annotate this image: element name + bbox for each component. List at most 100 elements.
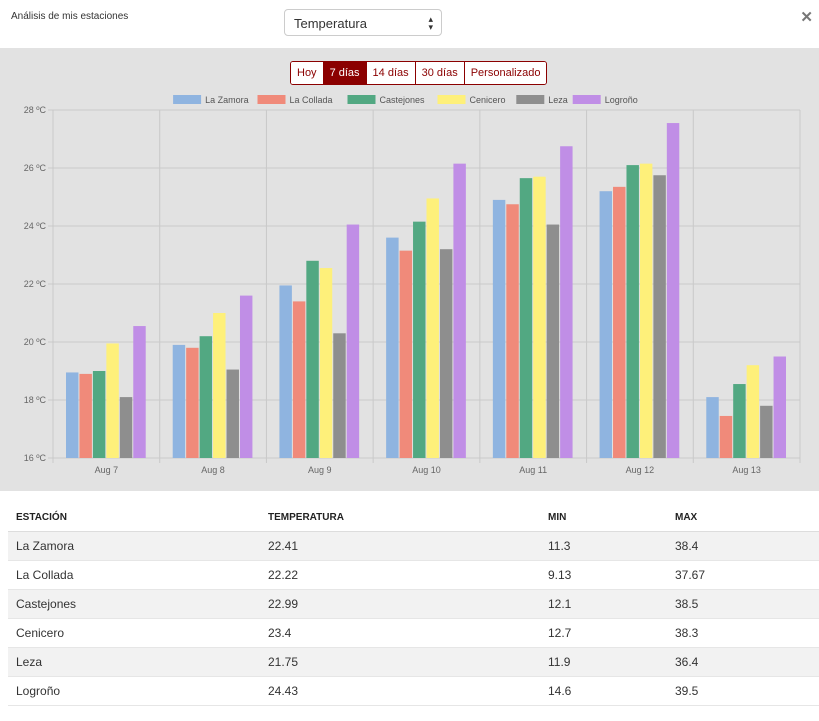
bar xyxy=(213,313,226,458)
metric-select-value: Temperatura xyxy=(294,16,367,31)
cell-max: 36.4 xyxy=(667,647,819,677)
y-tick-label: 16 ºC xyxy=(24,453,47,463)
bar xyxy=(199,336,213,458)
bar xyxy=(706,397,719,458)
column-header-estacion[interactable]: ESTACIÓN xyxy=(8,503,260,532)
cell-station: Logroño xyxy=(8,676,260,706)
header: Análisis de mis estaciones Temperatura ▴… xyxy=(0,0,819,48)
cell-station: La Zamora xyxy=(8,531,260,561)
cell-temperature: 22.99 xyxy=(260,589,540,619)
cell-temperature: 22.41 xyxy=(260,531,540,561)
bar xyxy=(639,163,653,458)
bar xyxy=(306,260,319,458)
bar xyxy=(66,372,79,458)
table-header-row: ESTACIÓN TEMPERATURA MIN MAX xyxy=(8,503,819,532)
stations-table: ESTACIÓN TEMPERATURA MIN MAX La Zamora 2… xyxy=(8,503,819,706)
bar xyxy=(519,178,533,458)
cell-station: La Collada xyxy=(8,560,260,590)
column-header-temperatura[interactable]: TEMPERATURA xyxy=(260,503,540,532)
cell-station: Leza xyxy=(8,647,260,677)
cell-min: 12.7 xyxy=(540,618,667,648)
cell-max: 38.5 xyxy=(667,589,819,619)
bar xyxy=(319,268,333,458)
cell-min: 12.1 xyxy=(540,589,667,619)
bar xyxy=(346,224,360,458)
bar xyxy=(773,356,786,458)
bar xyxy=(453,163,466,458)
legend-swatch xyxy=(516,95,545,104)
legend-swatch xyxy=(257,95,286,104)
cell-station: Cenicero xyxy=(8,618,260,648)
range-button-personalizado[interactable]: Personalizado xyxy=(463,62,547,84)
table-row: Leza 21.75 11.9 36.4 xyxy=(8,647,819,677)
y-tick-label: 18 ºC xyxy=(24,395,47,405)
bar xyxy=(92,371,106,458)
cell-max: 38.3 xyxy=(667,618,819,648)
range-button-14-dias[interactable]: 14 días xyxy=(365,62,415,84)
x-tick-label: Aug 13 xyxy=(732,465,761,475)
metric-select[interactable]: Temperatura ▴ ▾ xyxy=(284,9,442,36)
legend-swatch xyxy=(173,95,202,104)
legend-label: Castejones xyxy=(380,95,426,105)
bar xyxy=(186,347,199,458)
y-tick-label: 22 ºC xyxy=(24,279,47,289)
bar xyxy=(413,221,426,458)
temperature-bar-chart: 16 ºC 18 ºC 20 ºC 22 ºC 24 ºC 26 ºC 28 ºC Aug 7… xyxy=(24,95,801,475)
y-tick-label: 28 ºC xyxy=(24,105,47,115)
x-tick-label: Aug 10 xyxy=(412,465,441,475)
table-row: Logroño 24.43 14.6 39.5 xyxy=(8,676,819,706)
bar xyxy=(333,333,346,458)
y-tick-label: 26 ºC xyxy=(24,163,47,173)
cell-station: Castejones xyxy=(8,589,260,619)
bar xyxy=(599,191,613,458)
legend-label: Leza xyxy=(548,95,568,105)
bar xyxy=(239,295,253,458)
bar xyxy=(292,301,306,458)
legend-label: Logroño xyxy=(605,95,638,105)
x-tick-label: Aug 11 xyxy=(519,465,547,475)
table-row: Cenicero 23.4 12.7 38.3 xyxy=(8,618,819,648)
x-tick-label: Aug 12 xyxy=(626,465,655,475)
cell-max: 37.67 xyxy=(667,560,819,590)
cell-min: 11.9 xyxy=(540,647,667,677)
bar xyxy=(386,237,399,458)
select-arrows-icon: ▴ ▾ xyxy=(428,14,433,32)
cell-temperature: 23.4 xyxy=(260,618,540,648)
table-row: La Zamora 22.41 11.3 38.4 xyxy=(8,531,819,561)
column-header-max[interactable]: MAX xyxy=(667,503,819,532)
x-tick-label: Aug 7 xyxy=(95,465,119,475)
bar xyxy=(626,165,639,458)
cell-temperature: 22.22 xyxy=(260,560,540,590)
bar xyxy=(279,285,292,458)
bar xyxy=(172,344,186,458)
bar xyxy=(719,415,733,458)
bar xyxy=(226,369,239,458)
bar xyxy=(746,365,760,458)
bar xyxy=(613,186,626,458)
bar xyxy=(106,343,119,458)
x-tick-label: Aug 9 xyxy=(308,465,332,475)
table-row: Castejones 22.99 12.1 38.5 xyxy=(8,589,819,619)
bar xyxy=(760,405,773,458)
range-button-30-dias[interactable]: 30 días xyxy=(414,62,464,84)
legend-swatch xyxy=(437,95,466,104)
bar xyxy=(546,224,560,458)
bar xyxy=(439,249,453,458)
panel-title: Análisis de mis estaciones xyxy=(11,11,129,22)
close-icon[interactable]: ✕ xyxy=(800,9,813,26)
column-header-min[interactable]: MIN xyxy=(540,503,667,532)
y-tick-label: 24 ºC xyxy=(24,221,47,231)
bar xyxy=(119,397,133,458)
bar xyxy=(506,204,519,458)
range-button-group: Hoy 7 días 14 días 30 días Personalizado xyxy=(290,61,548,85)
bar xyxy=(399,250,413,458)
bar xyxy=(560,146,573,458)
x-tick-label: Aug 8 xyxy=(201,465,225,475)
cell-temperature: 21.75 xyxy=(260,647,540,677)
range-button-7-dias[interactable]: 7 días xyxy=(322,62,366,84)
bar xyxy=(533,176,546,458)
bar xyxy=(733,384,746,458)
bar xyxy=(492,199,506,458)
bar xyxy=(133,326,146,458)
range-button-hoy[interactable]: Hoy xyxy=(291,62,323,84)
